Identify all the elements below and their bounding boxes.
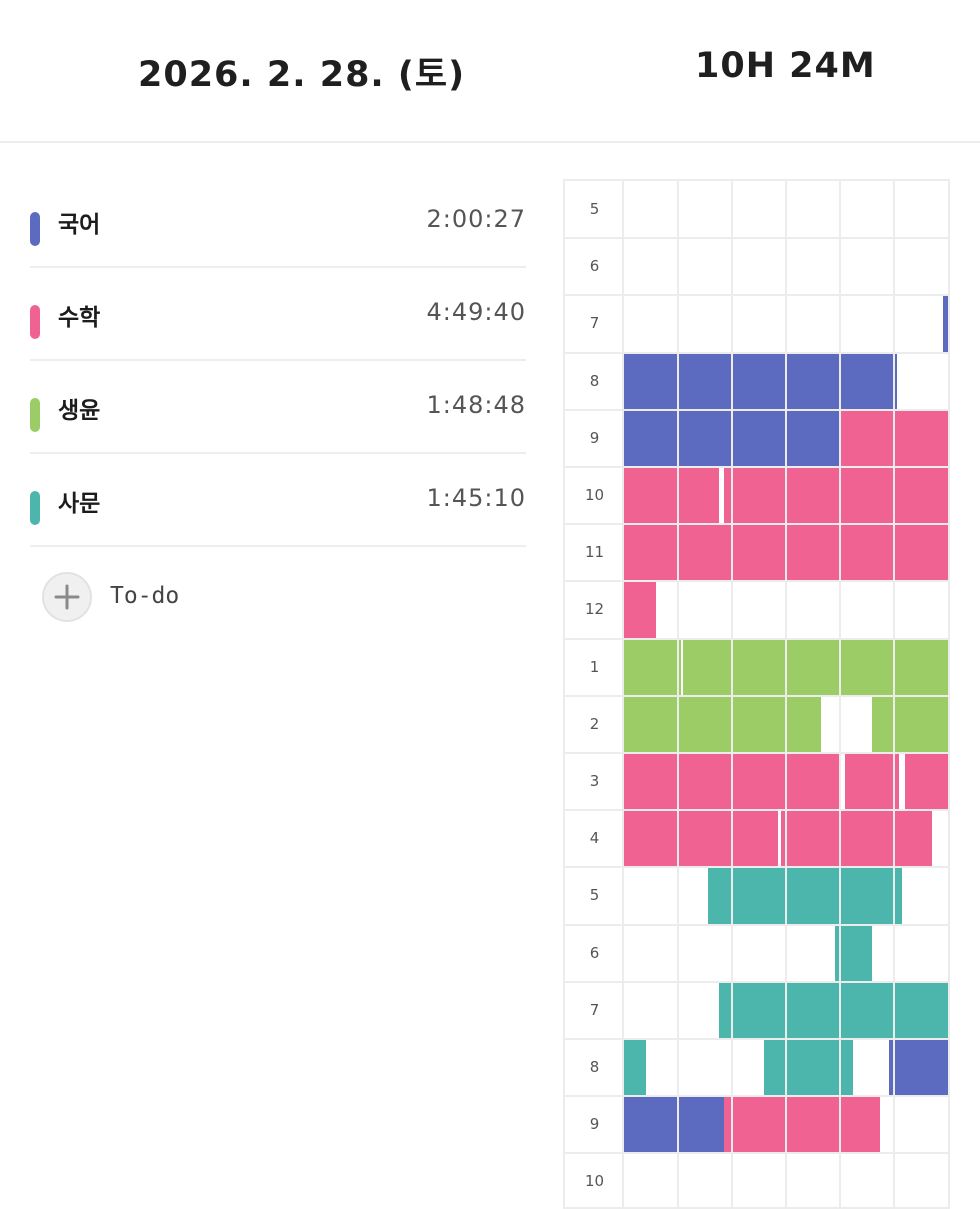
subject-item-ethics[interactable]: 생윤 1:48:48 bbox=[30, 361, 526, 454]
hour-label: 2 bbox=[589, 714, 600, 733]
subject-color-bar bbox=[30, 491, 40, 525]
study-session-block[interactable] bbox=[683, 638, 948, 696]
hour-label: 5 bbox=[589, 200, 600, 218]
hour-label: 6 bbox=[589, 257, 600, 276]
hour-label: 7 bbox=[589, 1000, 600, 1019]
grid-row-line bbox=[565, 237, 948, 240]
grid-row-line bbox=[565, 980, 948, 983]
grid-row-line bbox=[565, 1095, 948, 1098]
grid-row-line bbox=[565, 466, 948, 468]
grid-row-line bbox=[565, 637, 948, 640]
add-todo-button[interactable]: To-do bbox=[42, 572, 242, 626]
hour-label: 3 bbox=[589, 772, 600, 790]
study-session-block[interactable] bbox=[624, 352, 897, 410]
grid-column-line bbox=[785, 181, 787, 1207]
grid-row-line bbox=[565, 809, 948, 812]
hour-label: 8 bbox=[589, 1058, 600, 1076]
grid-row-line bbox=[565, 408, 948, 411]
subject-time: 4:49:40 bbox=[426, 298, 526, 326]
study-session-block[interactable] bbox=[942, 295, 948, 353]
study-session-block[interactable] bbox=[904, 753, 948, 811]
hour-label: 8 bbox=[589, 371, 600, 390]
grid-row-line bbox=[565, 923, 948, 926]
study-session-block[interactable] bbox=[888, 1039, 948, 1097]
subject-color-bar bbox=[30, 212, 40, 246]
grid-column-line bbox=[622, 181, 624, 1207]
grid-row-line bbox=[565, 866, 948, 869]
hour-label: 7 bbox=[589, 314, 600, 333]
study-session-block[interactable] bbox=[624, 581, 657, 639]
date-title[interactable]: 2026. 2. 28. (토) bbox=[138, 55, 466, 95]
subject-item-korean[interactable]: 국어 2:00:27 bbox=[30, 175, 526, 268]
hour-label: 10 bbox=[584, 486, 605, 504]
study-session-block[interactable] bbox=[764, 1039, 854, 1097]
grid-row-line bbox=[565, 1152, 948, 1155]
timetable-grid[interactable]: 5 6 7 8 9 10 11 12 1 2 3 4 5 6 7 8 9 10 bbox=[563, 179, 950, 1209]
grid-row-line bbox=[565, 694, 948, 697]
hour-label: 5 bbox=[589, 886, 600, 905]
study-session-block[interactable] bbox=[723, 1096, 881, 1154]
todo-label: To-do bbox=[110, 583, 180, 609]
subject-time: 2:00:27 bbox=[426, 205, 526, 233]
header: 2026. 2. 28. (토) 10H 24M bbox=[0, 0, 980, 143]
subject-time: 1:45:10 bbox=[426, 484, 526, 512]
subject-name: 사문 bbox=[58, 491, 101, 517]
grid-row-line bbox=[565, 294, 948, 297]
hour-label: 6 bbox=[589, 943, 600, 962]
study-session-block[interactable] bbox=[723, 467, 948, 525]
hour-label: 10 bbox=[584, 1172, 605, 1191]
hour-label: 9 bbox=[589, 1115, 600, 1134]
subject-item-math[interactable]: 수학 4:49:40 bbox=[30, 268, 526, 361]
study-session-block[interactable] bbox=[707, 867, 903, 925]
grid-column-line bbox=[731, 181, 733, 1207]
hour-label: 11 bbox=[584, 543, 605, 562]
study-session-block[interactable] bbox=[624, 467, 719, 525]
study-session-block[interactable] bbox=[624, 1039, 646, 1097]
subject-color-bar bbox=[30, 398, 40, 432]
hour-label: 12 bbox=[584, 600, 605, 619]
study-session-block[interactable] bbox=[780, 810, 932, 868]
grid-row-line bbox=[565, 1038, 948, 1040]
grid-column-line bbox=[893, 181, 895, 1207]
subject-name: 국어 bbox=[58, 212, 101, 238]
study-session-block[interactable] bbox=[624, 810, 778, 868]
subject-name: 수학 bbox=[58, 305, 101, 331]
study-session-block[interactable] bbox=[624, 695, 822, 753]
subject-list: 국어 2:00:27 수학 4:49:40 생윤 1:48:48 사문 1:45… bbox=[30, 175, 526, 547]
grid-column-line bbox=[677, 181, 679, 1207]
hour-label: 4 bbox=[589, 829, 600, 848]
grid-row-line bbox=[565, 752, 948, 754]
grid-row-line bbox=[565, 351, 948, 354]
subject-time: 1:48:48 bbox=[426, 391, 526, 419]
study-session-block[interactable] bbox=[718, 981, 948, 1039]
study-session-block[interactable] bbox=[624, 638, 681, 696]
plus-icon[interactable] bbox=[42, 572, 92, 622]
grid-row-line bbox=[565, 580, 948, 583]
hour-label: 1 bbox=[589, 657, 600, 676]
subject-name: 생윤 bbox=[58, 398, 101, 424]
total-study-time: 10H 24M bbox=[695, 46, 876, 86]
hour-label: 9 bbox=[589, 428, 600, 447]
grid-column-line bbox=[839, 181, 841, 1207]
subject-color-bar bbox=[30, 305, 40, 339]
study-session-block[interactable] bbox=[872, 695, 948, 753]
grid-row-line bbox=[565, 523, 948, 526]
subject-item-society[interactable]: 사문 1:45:10 bbox=[30, 454, 526, 547]
study-session-block[interactable] bbox=[845, 753, 900, 811]
study-session-block[interactable] bbox=[624, 1096, 724, 1154]
